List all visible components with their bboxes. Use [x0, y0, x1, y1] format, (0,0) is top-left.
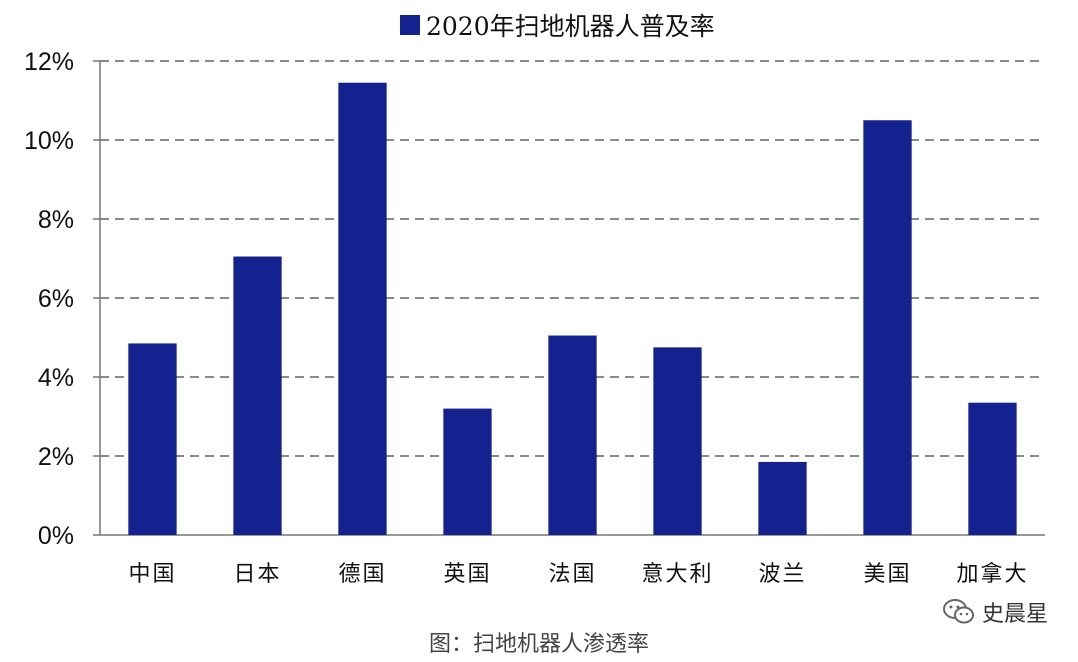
x-tick-label: 加拿大	[956, 561, 1028, 587]
bar	[863, 120, 912, 535]
legend-label: 2020年扫地机器人普及率	[426, 12, 715, 41]
bars	[128, 82, 1017, 535]
y-tick-label: 6%	[38, 285, 74, 313]
y-tick-label: 4%	[38, 364, 74, 392]
bar	[968, 402, 1017, 535]
watermark: 史晨星	[942, 596, 1048, 628]
x-tick-label: 德国	[338, 562, 386, 587]
bar	[338, 82, 387, 535]
figure-caption: 图：扫地机器人渗透率	[428, 632, 649, 657]
legend-swatch	[400, 15, 420, 35]
bar	[443, 408, 492, 535]
y-tick-label: 12%	[24, 48, 74, 76]
y-tick-label: 2%	[38, 443, 74, 471]
watermark-text: 史晨星	[981, 602, 1048, 627]
x-tick-label: 中国	[128, 562, 176, 587]
wechat-icon	[942, 599, 974, 624]
x-tick-label: 英国	[443, 562, 491, 587]
bar	[233, 256, 282, 535]
y-tick-label: 10%	[24, 127, 74, 155]
x-tick-label: 日本	[233, 562, 281, 587]
bar	[758, 461, 807, 535]
bar	[548, 335, 597, 535]
x-tick-label: 意大利	[641, 562, 713, 587]
y-tick-label: 8%	[38, 206, 74, 234]
bar	[128, 343, 177, 535]
x-tick-label: 美国	[863, 562, 911, 587]
x-tick-label: 法国	[548, 562, 596, 587]
legend: 2020年扫地机器人普及率	[400, 8, 715, 42]
y-tick-label: 0%	[38, 522, 74, 550]
x-tick-labels: 中国 日本 德国 英国 法国 意大利 波兰 美国 加拿大	[128, 561, 1028, 587]
y-tick-labels: 0% 2% 4% 6% 8% 10% 12%	[24, 48, 74, 550]
x-tick-label: 波兰	[758, 562, 806, 587]
bar	[653, 347, 702, 535]
